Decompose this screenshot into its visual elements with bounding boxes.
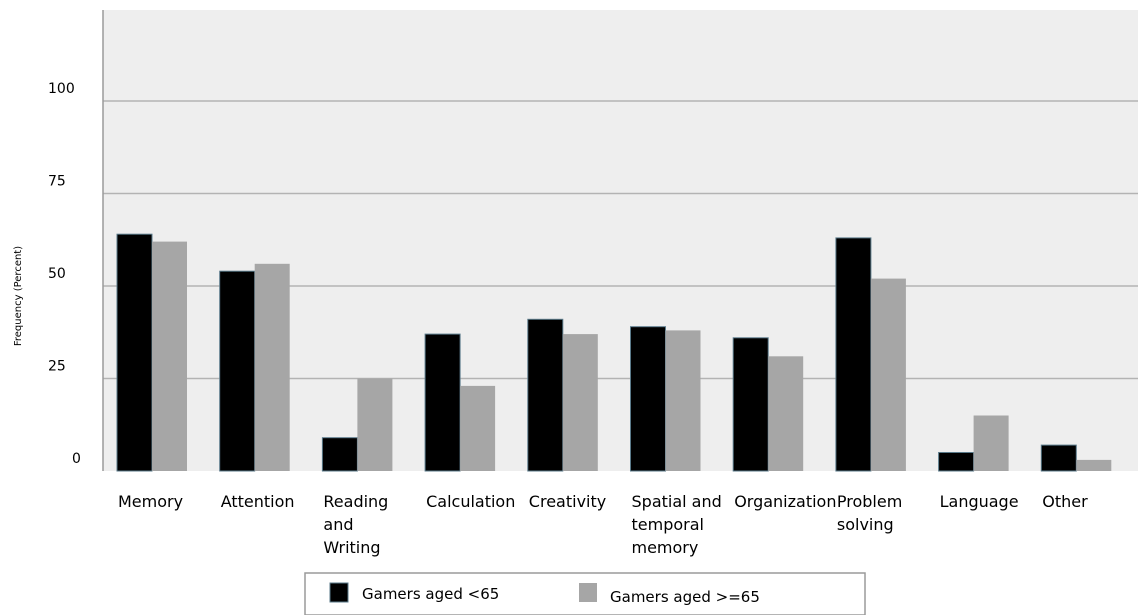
y-tick-label: 0: [72, 451, 81, 467]
bar-under-65: [219, 270, 256, 472]
legend-swatch: [329, 582, 349, 603]
legend-label: Gamers aged >=65: [610, 588, 760, 606]
category-label: Organization: [734, 492, 836, 511]
bar-under-65: [321, 437, 358, 472]
bar-65-plus: [973, 415, 1009, 471]
y-tick-label: 50: [48, 266, 66, 282]
category-label: memory: [632, 538, 699, 557]
legend: Gamers aged <65 Gamers aged >=65: [304, 572, 866, 615]
category-label: and: [323, 515, 353, 534]
y-axis-title: Frequency (Percent): [13, 246, 24, 346]
category-label: Memory: [118, 492, 183, 511]
bar-under-65: [1040, 444, 1077, 472]
bar-under-65: [424, 333, 461, 472]
bar-under-65: [938, 452, 975, 472]
legend-label: Gamers aged <65: [362, 585, 499, 603]
bar-under-65: [116, 233, 153, 472]
category-label: temporal: [632, 515, 704, 534]
category-label: Creativity: [529, 492, 606, 511]
category-label: solving: [837, 515, 894, 534]
bar-65-plus: [254, 263, 290, 471]
y-tick-labels: 0 25 50 75 100: [48, 81, 81, 467]
bar-65-plus: [1076, 459, 1112, 471]
legend-swatch: [579, 583, 597, 602]
bars: [116, 233, 1112, 472]
bar-65-plus: [665, 330, 701, 471]
category-label: Writing: [323, 538, 380, 557]
bar-65-plus: [152, 241, 187, 471]
category-label: Attention: [221, 492, 295, 511]
category-label: Calculation: [426, 492, 515, 511]
bar-65-plus: [460, 385, 496, 471]
category-label: Other: [1042, 492, 1088, 511]
bar-65-plus: [562, 334, 598, 471]
bar-65-plus: [768, 356, 804, 471]
category-label: Language: [940, 492, 1019, 511]
category-label: Problem: [837, 492, 902, 511]
category-label: Reading: [323, 492, 388, 511]
y-tick-label: 75: [48, 174, 66, 190]
bar-under-65: [630, 326, 666, 472]
bar-under-65: [527, 318, 564, 472]
bar-under-65: [732, 337, 769, 472]
y-tick-label: 100: [48, 81, 75, 97]
category-label: Spatial and: [632, 492, 722, 511]
bar-65-plus: [357, 378, 393, 471]
bar-under-65: [835, 237, 872, 472]
category-labels: Memory Attention Reading and Writing Calculat…: [118, 492, 1088, 557]
bar-65-plus: [870, 278, 906, 471]
y-tick-label: 25: [48, 359, 66, 375]
